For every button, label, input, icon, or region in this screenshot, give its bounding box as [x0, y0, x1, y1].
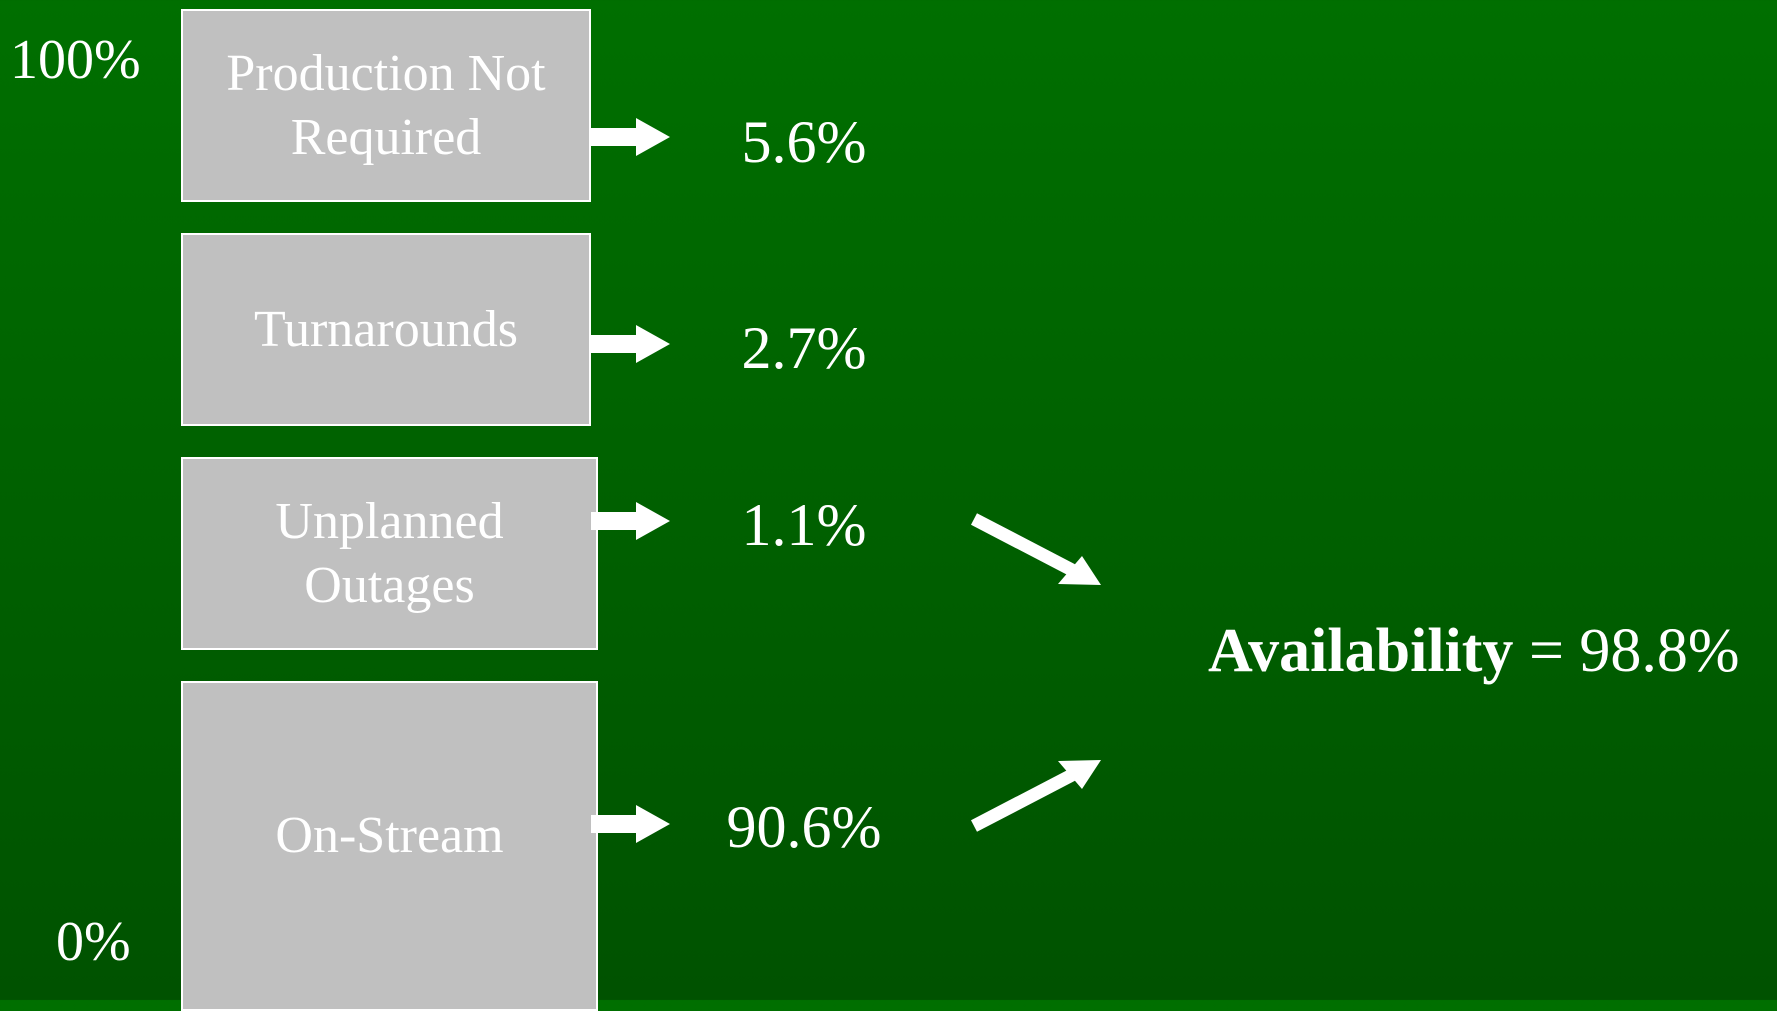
arrowhead-up-icon [1058, 760, 1101, 789]
value-turnarounds: 2.7% [741, 315, 867, 381]
arrow-right-icon [591, 325, 670, 363]
box-production-not-required: Production Not Required [181, 9, 591, 202]
availability-result: Availability = 98.8% [1208, 620, 1740, 682]
arrowhead-down-icon [1058, 556, 1101, 585]
box-turnarounds: Turnarounds [181, 233, 591, 426]
box-label: On-Stream [275, 807, 504, 864]
box-label: Unplanned Outages [275, 492, 504, 614]
value-production-not-required: 5.6% [741, 109, 867, 175]
arrow-diagonal-down-icon [970, 513, 1076, 576]
availability-label: Availability [1208, 617, 1514, 685]
box-unplanned-outages: Unplanned Outages [181, 457, 598, 650]
availability-value: 98.8% [1579, 617, 1740, 685]
arrow-right-icon [591, 118, 670, 156]
box-label: Turnarounds [254, 300, 518, 358]
value-unplanned-outages: 1.1% [741, 492, 867, 558]
availability-equals: = [1528, 617, 1564, 685]
box-label: Production Not Required [226, 44, 546, 166]
arrow-right-icon [591, 502, 670, 540]
axis-bottom-label: 0% [56, 911, 131, 973]
value-on-stream: 90.6% [726, 794, 882, 860]
arrow-right-icon [591, 805, 670, 843]
arrow-diagonal-up-icon [970, 769, 1076, 832]
axis-top-label: 100% [10, 29, 141, 91]
